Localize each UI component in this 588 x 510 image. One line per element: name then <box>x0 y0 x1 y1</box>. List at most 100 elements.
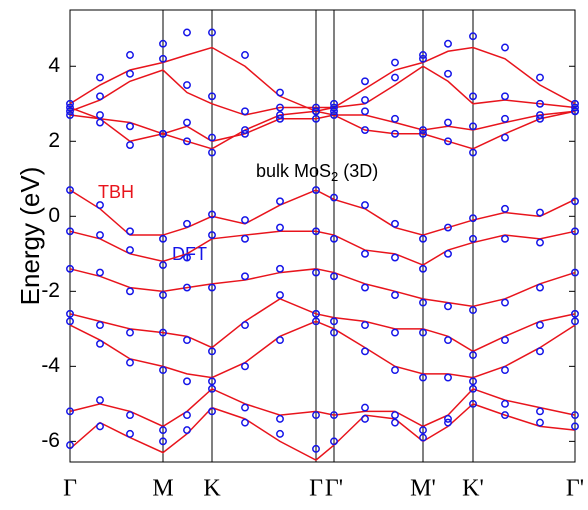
band-point <box>241 216 249 225</box>
band-point <box>469 92 477 101</box>
band-point <box>159 426 167 435</box>
band-point <box>241 107 249 116</box>
band-point <box>183 336 191 345</box>
annotation-suffix: (3D) <box>338 161 378 181</box>
band-point <box>208 384 216 393</box>
band-point <box>241 51 249 59</box>
band-point <box>536 321 544 330</box>
x-tick-label: Γ' <box>325 476 343 502</box>
band-point <box>96 92 104 101</box>
band-point <box>536 208 544 217</box>
band-point <box>444 418 452 427</box>
x-tick-label: Γ <box>309 476 323 502</box>
band-point <box>159 261 167 270</box>
band-point <box>444 118 452 127</box>
band-point <box>208 231 216 240</box>
y-tick-label: 0 <box>48 204 60 227</box>
band-point <box>536 99 544 108</box>
band-point <box>241 418 249 427</box>
band-point <box>96 111 104 119</box>
band-point <box>330 111 338 119</box>
band-line <box>69 387 576 428</box>
band-point <box>444 39 452 48</box>
band-point <box>208 377 216 386</box>
y-tick-label: 2 <box>48 129 60 152</box>
band-point <box>444 223 452 232</box>
band-point <box>536 73 544 82</box>
band-point <box>66 103 74 112</box>
band-point <box>469 399 477 408</box>
band-point <box>183 426 191 435</box>
band-point <box>96 231 104 240</box>
band-point <box>501 298 509 307</box>
band-point <box>361 249 369 258</box>
band-point <box>312 317 320 326</box>
band-point <box>241 234 249 243</box>
band-point <box>330 411 338 420</box>
band-point <box>126 246 134 255</box>
band-point <box>501 336 509 345</box>
x-tick-label: K' <box>462 476 484 502</box>
band-point <box>96 396 104 405</box>
band-point <box>571 268 579 277</box>
band-point <box>469 32 477 41</box>
band-point <box>183 283 191 292</box>
band-point <box>536 347 544 356</box>
band-point <box>208 92 216 101</box>
band-point <box>126 141 134 149</box>
band-point <box>276 114 284 123</box>
band-point <box>361 403 369 412</box>
band-line <box>69 110 576 143</box>
band-point <box>419 234 427 243</box>
band-point <box>501 411 509 420</box>
band-point <box>501 366 509 375</box>
band-point <box>96 201 104 210</box>
band-line <box>69 320 576 379</box>
band-point <box>361 96 369 104</box>
x-tick-label: M' <box>410 476 436 502</box>
band-point <box>361 283 369 292</box>
band-point <box>159 291 167 300</box>
band-point <box>208 28 216 37</box>
band-point <box>419 328 427 337</box>
y-tick-label: -2 <box>41 279 60 302</box>
band-point <box>183 137 191 146</box>
band-point <box>571 422 579 431</box>
band-point <box>208 407 216 416</box>
band-point <box>571 197 579 206</box>
band-point <box>391 418 399 427</box>
band-point <box>391 411 399 420</box>
band-point <box>330 328 338 337</box>
annotation-text: bulk MoS <box>256 161 331 181</box>
band-point <box>469 384 477 393</box>
band-point <box>208 210 216 219</box>
annotation-subscript: 2 <box>331 169 338 184</box>
band-point <box>183 219 191 228</box>
band-point <box>312 227 320 236</box>
band-point <box>571 411 579 420</box>
band-point <box>469 148 477 157</box>
band-point <box>571 99 579 108</box>
band-point <box>419 54 427 63</box>
band-point <box>183 28 191 37</box>
band-point <box>444 249 452 258</box>
band-line <box>69 297 576 353</box>
band-point <box>419 264 427 273</box>
band-point <box>126 69 134 78</box>
band-point <box>241 321 249 330</box>
band-point <box>501 133 509 142</box>
band-point <box>536 111 544 119</box>
band-point <box>361 347 369 356</box>
band-point <box>159 129 167 138</box>
band-point <box>444 302 452 311</box>
band-point <box>126 227 134 236</box>
band-point <box>276 291 284 300</box>
band-point <box>312 186 320 194</box>
band-point <box>276 264 284 273</box>
band-point <box>66 441 74 450</box>
band-point <box>276 223 284 232</box>
band-point <box>276 429 284 438</box>
band-point <box>183 253 191 262</box>
band-point <box>391 219 399 228</box>
band-point <box>241 272 249 281</box>
